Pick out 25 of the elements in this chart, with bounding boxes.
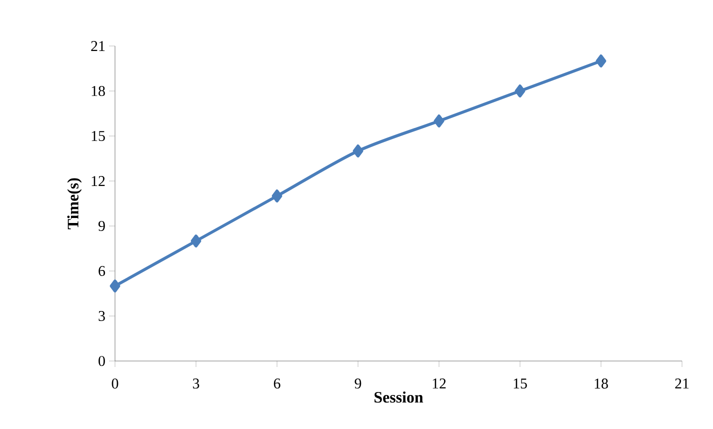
x-tick-label: 0 [112, 378, 118, 389]
point [352, 144, 364, 158]
point [514, 84, 526, 98]
y-axis-title: Time(s) [67, 178, 82, 230]
point [434, 114, 444, 128]
point [190, 234, 202, 248]
y-tick-label: 18 [92, 86, 105, 96]
y-tick-label: 6 [98, 266, 106, 276]
x-tick-label: 12 [432, 378, 446, 388]
y-tick-label: 3 [98, 310, 105, 322]
point [110, 280, 120, 292]
x-tick-label: 9 [354, 378, 362, 389]
x-axis-title: Session [374, 391, 424, 403]
x-tick-label: 21 [675, 378, 689, 388]
point [596, 54, 606, 68]
x-tick-label: 3 [192, 378, 200, 389]
y-tick-label: 0 [98, 356, 105, 366]
y-tick-label: 15 [92, 131, 105, 141]
y-tick-label: 9 [98, 220, 105, 232]
x-tick-label: 6 [274, 378, 280, 389]
y-tick-label: 12 [92, 176, 105, 186]
x-tick-label: 18 [594, 378, 608, 389]
point [272, 190, 282, 202]
y-tick-label: 21 [91, 41, 105, 51]
x-tick-label: 15 [514, 378, 527, 389]
